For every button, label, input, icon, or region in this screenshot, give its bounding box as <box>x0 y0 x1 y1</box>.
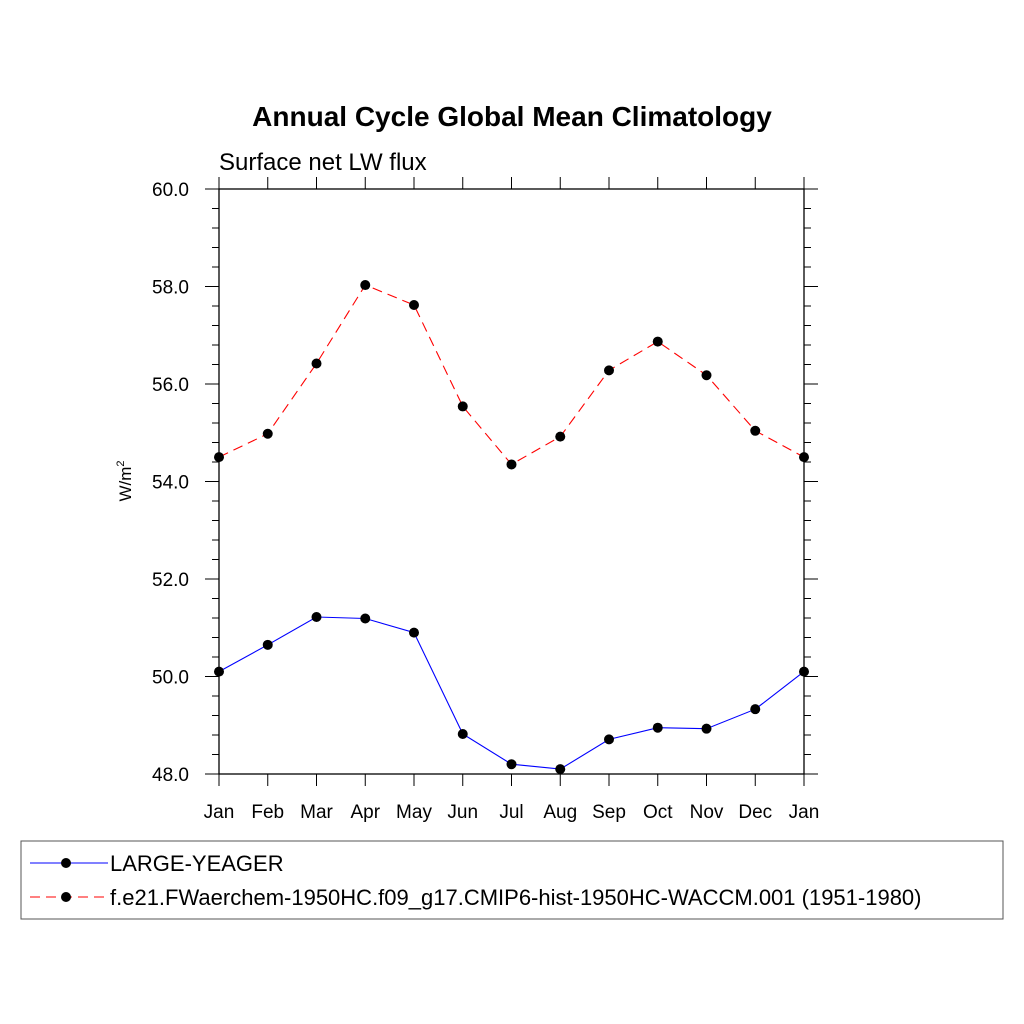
x-tick-label: Oct <box>643 802 673 823</box>
series-line-1 <box>218 284 805 466</box>
chart-title: Annual Cycle Global Mean Climatology <box>252 101 772 132</box>
x-tick-label: Feb <box>251 802 284 823</box>
x-tick-label: Apr <box>350 802 380 823</box>
legend-box <box>20 840 1004 920</box>
series-0-point <box>506 759 517 770</box>
legend-marker-1 <box>61 892 71 902</box>
series-1-point <box>311 358 322 369</box>
series-0-point <box>701 723 712 734</box>
x-tick-label: May <box>396 802 432 823</box>
legend: LARGE-YEAGER f.e21.FWaerchem-1950HC.f09_g… <box>20 840 1004 920</box>
series-lines <box>218 284 805 770</box>
y-tick-label: 50.0 <box>152 668 189 689</box>
y-axis-label-main: W/m <box>116 467 135 502</box>
series-0-point <box>457 729 468 740</box>
y-tick-label: 58.0 <box>152 278 189 299</box>
series-1-point <box>457 401 468 412</box>
series-0-point <box>750 704 761 715</box>
series-1-point <box>652 336 663 347</box>
y-tick-label: 54.0 <box>152 473 189 494</box>
series-0-point <box>652 722 663 733</box>
y-tick-label: 60.0 <box>152 180 189 201</box>
x-tick-label: Aug <box>543 802 577 823</box>
series-0-point <box>409 627 419 638</box>
x-tick-label: Jun <box>447 802 478 823</box>
y-tick-label: 56.0 <box>152 375 189 396</box>
x-tick-label: Sep <box>592 802 626 823</box>
series-0-point <box>311 612 322 623</box>
series-1-point <box>360 280 371 291</box>
legend-label-0: LARGE-YEAGER <box>110 851 284 876</box>
series-1-point <box>750 425 761 436</box>
svg-text:W/m2: W/m2 <box>115 460 135 501</box>
series-1-point <box>506 459 517 470</box>
x-tick-label: Jan <box>204 802 235 823</box>
series-1-point <box>604 365 614 376</box>
y-axis-label-superscript: 2 <box>115 460 127 466</box>
x-tick-label: Nov <box>690 802 724 823</box>
series-1-point <box>555 431 566 442</box>
series-0-point <box>360 613 371 624</box>
series-1-point <box>262 428 273 439</box>
x-tick-label: Mar <box>300 802 333 823</box>
legend-marker-0 <box>61 858 71 868</box>
series-line-0 <box>218 616 805 770</box>
x-tick-label: Jul <box>499 802 523 823</box>
chart-subtitle: Surface net LW flux <box>219 149 427 176</box>
series-markers <box>214 280 809 775</box>
y-tick-label: 48.0 <box>152 765 189 786</box>
series-0-point <box>262 639 273 650</box>
x-tick-label: Jan <box>789 802 820 823</box>
plot-frame <box>218 188 805 775</box>
axis-ticks <box>205 177 818 786</box>
series-1-point <box>409 300 419 311</box>
y-tick-labels: 48.0 50.0 52.0 54.0 56.0 58.0 60.0 <box>152 180 189 786</box>
series-1-point <box>701 370 712 381</box>
x-tick-labels: Jan Feb Mar Apr May Jun Jul Aug Sep Oct Nov Dec Jan <box>204 802 820 823</box>
series-0-point <box>555 764 566 775</box>
x-tick-label: Dec <box>738 802 772 823</box>
y-tick-label: 52.0 <box>152 570 189 591</box>
legend-label-1: f.e21.FWaerchem-1950HC.f09_g17.CMIP6-his… <box>110 885 922 910</box>
y-axis-label: W/m2 <box>115 460 135 501</box>
series-0-point <box>604 734 614 745</box>
